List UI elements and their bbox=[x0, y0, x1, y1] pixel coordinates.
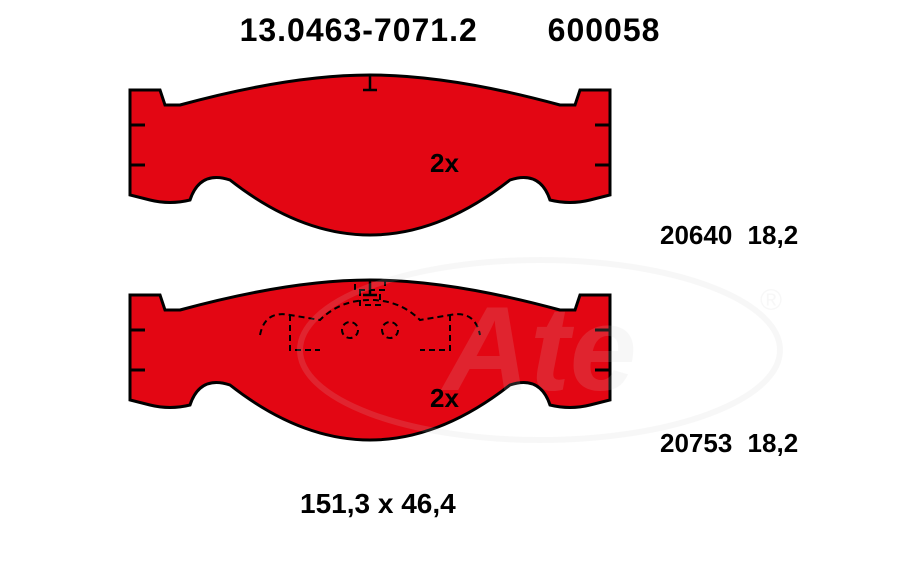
qty-label-bottom: 2x bbox=[430, 383, 459, 414]
part-number: 13.0463-7071.2 bbox=[240, 12, 478, 48]
diagram-area: 2x 20640 18,2 2x 20753 18,2 151,3 x 46,4… bbox=[90, 70, 810, 530]
thickness-top: 18,2 bbox=[748, 220, 799, 250]
thickness-bottom: 18,2 bbox=[748, 428, 799, 458]
qty-label-top: 2x bbox=[430, 148, 459, 179]
header: 13.0463-7071.2 600058 bbox=[0, 0, 900, 49]
svg-text:®: ® bbox=[760, 284, 782, 317]
part-label-bottom: 20753 18,2 bbox=[660, 428, 798, 459]
brake-pad-top bbox=[90, 70, 650, 250]
part-code-top: 20640 bbox=[660, 220, 732, 250]
dimensions-label: 151,3 x 46,4 bbox=[300, 488, 456, 520]
secondary-number: 600058 bbox=[548, 12, 661, 49]
brake-pad-bottom bbox=[90, 275, 650, 455]
part-label-top: 20640 18,2 bbox=[660, 220, 798, 251]
part-code-bottom: 20753 bbox=[660, 428, 732, 458]
